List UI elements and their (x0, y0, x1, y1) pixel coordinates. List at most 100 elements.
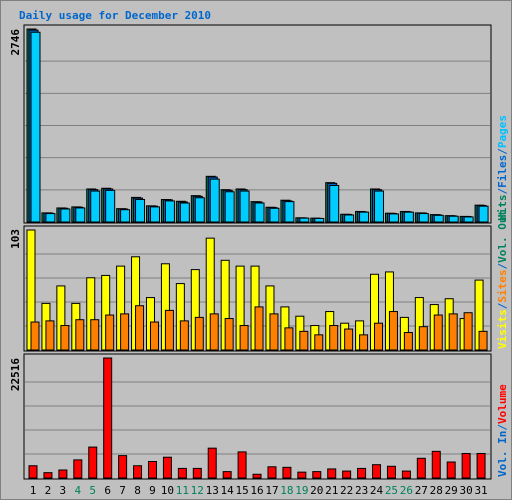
legend-entry: Vol. In (496, 431, 509, 477)
volume-bar (297, 471, 307, 479)
sites-bar (120, 313, 130, 351)
day-label: 26 (400, 484, 413, 497)
volume-bar (133, 465, 143, 479)
sites-bar (179, 320, 189, 351)
day-label: 28 (430, 484, 443, 497)
day-label: 30 (460, 484, 473, 497)
sites-bar (448, 313, 458, 351)
volume-bar (222, 471, 232, 479)
legend-entry: / (496, 424, 509, 431)
volume-bar (43, 472, 53, 479)
day-label: 23 (355, 484, 368, 497)
pages-bar (359, 211, 370, 223)
sites-bar (403, 332, 413, 351)
sites-bar (90, 319, 100, 351)
top-panel-max-label: 2746 (9, 29, 22, 56)
pages-bar (194, 197, 205, 223)
sites-bar (359, 334, 369, 351)
pages-bar (75, 207, 86, 223)
sites-bar (149, 321, 159, 351)
pages-bar (269, 207, 280, 223)
sites-bar (45, 320, 55, 351)
volume-bar (386, 465, 396, 479)
day-label: 1 (30, 484, 37, 497)
day-label: 25 (385, 484, 398, 497)
volume-bar (58, 469, 68, 479)
day-label: 2 (45, 484, 52, 497)
sites-bar (30, 321, 40, 351)
volume-bar (416, 457, 426, 479)
volume-bar (327, 468, 337, 479)
volume-bar (162, 456, 172, 479)
day-label: 22 (340, 484, 353, 497)
sites-bar (164, 309, 174, 351)
volume-bar (88, 446, 98, 479)
pages-bar (284, 201, 295, 223)
sites-bar (75, 319, 85, 351)
volume-bar (207, 447, 217, 479)
pages-bar (224, 191, 235, 223)
pages-bar (60, 208, 71, 223)
pages-bar (314, 217, 325, 223)
pages-bar (448, 215, 459, 223)
pages-bar (239, 190, 250, 223)
volume-bar (372, 464, 382, 479)
pages-bar (299, 217, 310, 223)
volume-bar (401, 470, 411, 479)
pages-bar (344, 214, 355, 223)
volume-bar (103, 357, 113, 479)
pages-bar (329, 184, 340, 223)
day-label: 10 (161, 484, 174, 497)
day-labels: 1 2 3 4 5 6 7 8 9 10 11 12 13 14 15 16 17 18 19 20 21 22 23 24 2… (30, 484, 488, 497)
legend-entry: / (496, 302, 509, 309)
volume-bar (147, 460, 157, 479)
pages-bar (388, 213, 399, 223)
pages-bar (209, 178, 220, 223)
pages-bar (135, 199, 146, 223)
volume-bar (431, 450, 441, 479)
day-label: 16 (250, 484, 263, 497)
day-label: 21 (325, 484, 338, 497)
day-label: 11 (176, 484, 189, 497)
pages-bar (433, 214, 444, 223)
day-label: 31 (474, 484, 487, 497)
sites-bar (478, 330, 488, 351)
legend-entry: Visits (496, 309, 509, 349)
sites-bar (344, 328, 354, 351)
legend-entry: Pages (496, 115, 509, 148)
day-label: 29 (445, 484, 458, 497)
pages-bar (120, 209, 131, 223)
volume-panel (23, 353, 492, 480)
sites-bar (463, 312, 473, 351)
sites-bar (254, 306, 264, 351)
sites-bar (418, 326, 428, 351)
sites-bar (224, 318, 234, 351)
legend-entry: Vol. Out (496, 210, 509, 263)
volume-bar (28, 465, 38, 479)
volume-bar (73, 459, 83, 479)
day-label: 3 (60, 484, 67, 497)
legend-entry: / (496, 148, 509, 155)
volume-bar (461, 452, 471, 479)
sites-bar (60, 325, 70, 351)
day-label: 5 (89, 484, 96, 497)
volume-bar (267, 466, 277, 479)
sites-bar (209, 313, 219, 351)
legend-entry: / (496, 188, 509, 195)
legend-entry: Files (496, 155, 509, 188)
sites-bar (329, 325, 339, 351)
middle-panel-legend: Visits/Sites/Vol. Out (496, 210, 509, 349)
legend-entry: Sites (496, 270, 509, 303)
pages-bar (403, 211, 414, 223)
day-label: 19 (295, 484, 308, 497)
volume-bar (282, 466, 292, 479)
pages-bar (164, 200, 175, 223)
sites-bar (194, 316, 204, 351)
sites-bar (284, 327, 294, 351)
sites-bar (105, 314, 115, 351)
volume-bar (192, 467, 202, 479)
sites-bar (314, 334, 324, 351)
pages-bar (149, 206, 160, 223)
volume-bar (252, 473, 262, 479)
